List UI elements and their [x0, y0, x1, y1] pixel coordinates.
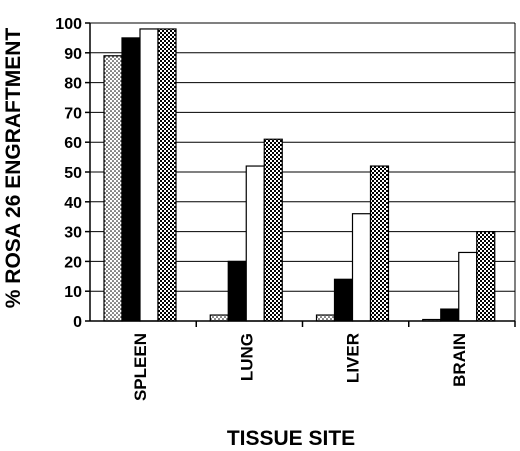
- y-tick-label: 60: [64, 135, 82, 152]
- bar-white-lung: [245, 165, 265, 322]
- y-tick-label: 100: [55, 16, 82, 33]
- bar-white-liver: [351, 213, 372, 322]
- bar-cross-hatch-liver: [369, 165, 390, 322]
- category-label: SPLEEN: [131, 333, 150, 401]
- bar-black-lung: [227, 260, 247, 322]
- bar-black-spleen: [121, 37, 141, 322]
- y-tick-label: 30: [64, 225, 82, 242]
- y-tick-label: 10: [64, 284, 82, 301]
- tick-labels: 0 10 20 30 40 50 60 70 80 90 100 SPLEEN LUNG LIVER BRA…: [55, 16, 468, 401]
- y-axis-title: % ROSA 26 ENGRAFTMENT: [2, 28, 25, 309]
- category-label: BRAIN: [450, 333, 469, 387]
- y-tick-label: 0: [73, 314, 82, 331]
- bar-dotted-liver: [315, 314, 336, 322]
- y-tick-label: 80: [64, 76, 82, 93]
- bar-black-brain: [440, 308, 460, 322]
- bar-dotted-lung: [209, 314, 229, 322]
- y-tick-label: 40: [64, 195, 82, 212]
- axes: [85, 22, 516, 327]
- bar-cross-hatch-spleen: [157, 28, 177, 322]
- bars: [103, 28, 496, 322]
- x-axis-title: TISSUE SITE: [227, 427, 355, 450]
- bar-dotted-spleen: [103, 55, 123, 322]
- category-label: LIVER: [344, 333, 363, 383]
- y-tick-label: 70: [64, 105, 82, 122]
- y-tick-label: 90: [64, 46, 82, 63]
- category-label: LUNG: [237, 333, 256, 381]
- bar-black-liver: [333, 278, 354, 322]
- bar-cross-hatch-lung: [263, 138, 283, 322]
- bar-cross-hatch-brain: [476, 231, 496, 322]
- bar-white-brain: [458, 251, 478, 322]
- y-tick-label: 20: [64, 254, 82, 271]
- y-tick-label: 50: [64, 165, 82, 182]
- bar-white-spleen: [139, 28, 159, 322]
